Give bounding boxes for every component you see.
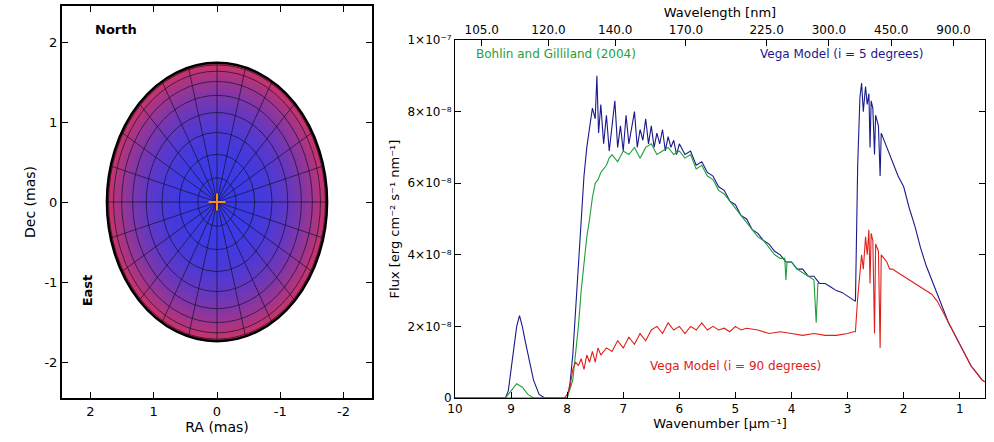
svg-text:0: 0 [49,195,57,210]
svg-text:0: 0 [444,391,452,405]
svg-text:Dec (mas): Dec (mas) [22,166,38,238]
svg-text:Vega Model (i = 5 degrees): Vega Model (i = 5 degrees) [760,47,923,61]
svg-text:-1: -1 [274,404,287,419]
svg-text:East: East [80,275,95,307]
svg-text:300.0: 300.0 [812,23,846,37]
svg-text:6×10⁻⁸: 6×10⁻⁸ [407,176,451,190]
svg-text:1: 1 [49,115,57,130]
svg-text:-2: -2 [44,355,57,370]
svg-text:6: 6 [676,402,684,416]
svg-text:2: 2 [900,402,908,416]
svg-text:8: 8 [563,402,571,416]
svg-text:RA (mas): RA (mas) [185,419,249,435]
svg-text:2: 2 [86,404,94,419]
svg-text:7: 7 [619,402,627,416]
svg-text:8×10⁻⁸: 8×10⁻⁸ [407,105,451,119]
svg-text:-2: -2 [337,404,350,419]
svg-text:120.0: 120.0 [531,23,565,37]
svg-text:1: 1 [150,404,158,419]
svg-text:1: 1 [956,402,964,416]
svg-text:5: 5 [732,402,740,416]
svg-text:3: 3 [844,402,852,416]
svg-text:Bohlin and Gilliland (2004): Bohlin and Gilliland (2004) [476,47,636,61]
svg-text:Flux [erg cm⁻² s⁻¹ nm⁻¹]: Flux [erg cm⁻² s⁻¹ nm⁻¹] [387,140,402,299]
svg-text:4×10⁻⁸: 4×10⁻⁸ [407,248,451,262]
svg-text:-1: -1 [44,275,57,290]
svg-text:450.0: 450.0 [874,23,908,37]
svg-text:0: 0 [213,404,221,419]
svg-text:9: 9 [507,402,515,416]
svg-text:Vega Model (i = 90 degrees): Vega Model (i = 90 degrees) [650,359,821,373]
svg-text:1×10⁻⁷: 1×10⁻⁷ [407,33,451,47]
svg-text:4: 4 [788,402,796,416]
svg-text:10: 10 [447,402,462,416]
svg-text:105.0: 105.0 [465,23,499,37]
svg-text:2: 2 [49,35,57,50]
svg-text:Wavelength [nm]: Wavelength [nm] [664,5,776,20]
svg-text:900.0: 900.0 [936,23,970,37]
svg-text:2×10⁻⁸: 2×10⁻⁸ [407,320,451,334]
svg-text:170.0: 170.0 [669,23,703,37]
svg-text:140.0: 140.0 [598,23,632,37]
svg-text:225.0: 225.0 [749,23,783,37]
svg-text:Wavenumber [µm⁻¹]: Wavenumber [µm⁻¹] [653,416,787,431]
svg-text:North: North [95,22,137,37]
